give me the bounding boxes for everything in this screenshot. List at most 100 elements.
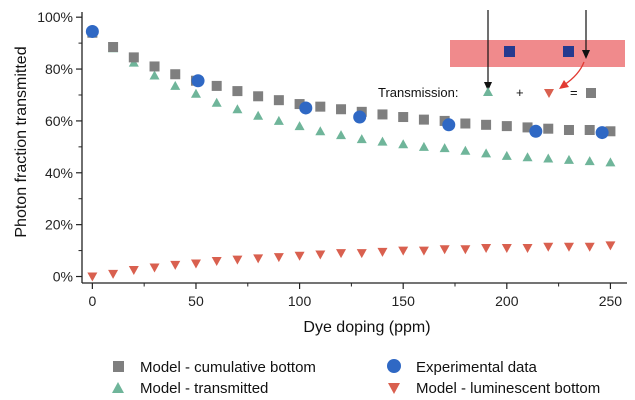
data-point-triangle-down [418,246,429,256]
data-point-triangle-up [315,126,326,136]
x-tick-label: 200 [495,293,519,309]
data-point-triangle-down [253,254,264,264]
inset-emission-arrow [563,61,585,86]
series-triangle-down [87,241,616,282]
data-point-triangle-up [460,145,471,155]
legend-triangle-up-marker [112,382,124,393]
data-point-triangle-down [481,243,492,253]
data-point-square [398,112,409,123]
inset-transmitted-marker [483,87,493,96]
data-point-triangle-up [543,153,554,163]
data-point-triangle-up [398,139,409,149]
data-point-square [605,126,616,137]
data-point-triangle-down [377,247,388,257]
data-point-square [128,52,139,63]
y-tick-label: 100% [37,9,73,25]
data-point-triangle-down [190,259,201,269]
transmission-inset: Transmission: + = [378,10,625,100]
data-point-triangle-up [149,70,160,80]
inset-arrowhead-2 [582,50,590,59]
x-tick-label: 100 [288,293,312,309]
inset-plus-symbol: + [516,85,524,100]
data-point-square [149,61,160,72]
data-point-triangle-up [563,154,574,164]
data-point-triangle-up [522,152,533,162]
y-tick-label: 80% [45,61,73,77]
y-axis-title: Photon fraction transmitted [13,46,30,237]
data-point-square [501,121,512,132]
data-point-triangle-up [253,110,264,120]
x-tick-label: 50 [188,293,204,309]
x-tick-label: 250 [599,293,623,309]
inset-arrowhead-1 [484,82,492,91]
data-point-triangle-up [273,115,284,125]
data-point-triangle-up [501,150,512,160]
data-point-square [294,99,305,110]
data-point-triangle-up [584,156,595,166]
y-tick-label: 0% [53,269,73,285]
tick-labels: 0 50 100 150 200 250 0% 20% 40% 60% 80% 100% [37,9,622,309]
data-point-square [460,118,471,129]
inset-transmission-label: Transmission: [378,85,458,100]
inset-luminescent-marker [544,89,554,98]
legend-triangle-down-marker [388,383,400,394]
series-circle [85,24,609,140]
data-point-triangle-up [418,141,429,151]
data-point-triangle-up [336,130,347,140]
data-point-triangle-down [543,242,554,252]
data-point-triangle-up [481,148,492,158]
data-point-circle [595,126,609,140]
data-point-square [563,124,574,135]
data-point-triangle-down [315,250,326,260]
data-point-circle [442,118,456,132]
data-point-triangle-down [522,243,533,253]
data-point-circle [191,74,205,88]
axes [81,12,627,284]
legend-label: Model - cumulative bottom [140,359,316,376]
inset-dye-square-2 [563,46,574,57]
data-point-square [232,86,243,97]
data-point-triangle-down [501,243,512,253]
legend-item-experimental: Experimental data [387,359,538,376]
legend-label: Model - luminescent bottom [416,380,600,397]
data-point-triangle-down [439,245,450,255]
data-point-triangle-up [439,143,450,153]
data-point-triangle-down [128,266,139,276]
x-tick-label: 0 [88,293,96,309]
data-point-triangle-down [460,245,471,255]
data-point-square [273,95,284,106]
data-point-triangle-down [170,260,181,270]
data-point-square [108,42,119,53]
data-marks [85,24,616,282]
inset-equals-symbol: = [570,85,578,100]
legend-circle-marker [387,359,401,373]
tick-marks [76,16,612,289]
data-point-triangle-down [398,246,409,256]
data-point-triangle-up [605,157,616,167]
data-point-circle [85,24,99,38]
data-point-square [336,104,347,115]
data-point-circle [529,124,543,138]
y-tick-label: 60% [45,113,73,129]
data-point-triangle-down [294,251,305,261]
inset-cumulative-marker [586,88,596,98]
data-point-triangle-up [190,88,201,98]
legend-item-cumulative-bottom: Model - cumulative bottom [113,359,316,376]
data-point-triangle-down [605,241,616,251]
y-tick-label: 40% [45,165,73,181]
x-tick-label: 150 [392,293,416,309]
data-point-triangle-up [211,97,222,107]
inset-dye-square-1 [504,46,515,57]
legend-item-transmitted: Model - transmitted [112,380,268,397]
legend-square-marker [113,361,124,372]
data-point-triangle-down [336,249,347,259]
legend-item-luminescent-bottom: Model - luminescent bottom [388,380,600,397]
data-point-triangle-down [149,263,160,273]
data-point-triangle-down [211,256,222,266]
legend-label: Model - transmitted [140,380,268,397]
data-point-triangle-down [232,255,243,265]
data-point-triangle-down [273,253,284,263]
data-point-square [584,124,595,135]
